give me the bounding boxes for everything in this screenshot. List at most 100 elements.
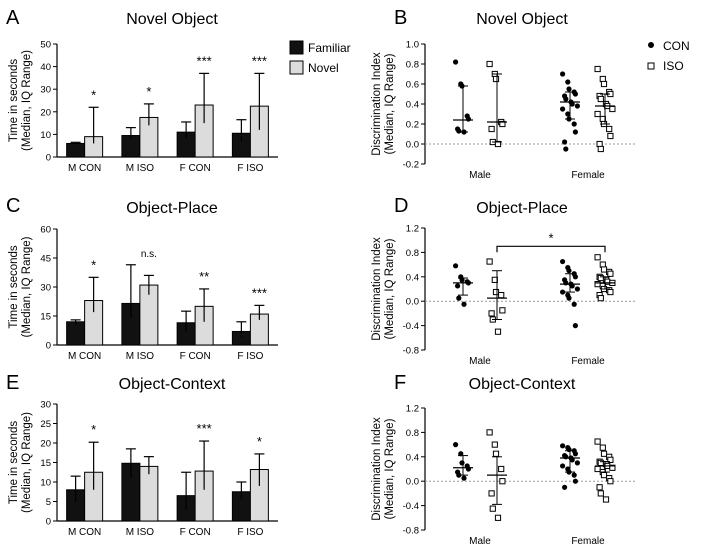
- data-point-iso: [488, 125, 495, 133]
- y-tick-label: 0.0: [406, 140, 419, 151]
- y-tick-label: 0.0: [406, 477, 419, 488]
- data-point-con: [560, 71, 566, 77]
- data-point-con: [459, 460, 465, 466]
- data-point-iso: [599, 75, 606, 83]
- data-point-iso: [486, 429, 493, 436]
- y-tick-label: 0.8: [406, 428, 419, 439]
- data-point-iso: [498, 465, 505, 473]
- data-point-con: [572, 129, 579, 135]
- data-point-iso: [486, 258, 493, 265]
- data-point-con: [461, 475, 467, 481]
- y-axis-label: (Median, IQ Range): [21, 50, 33, 151]
- data-point-con: [453, 442, 459, 448]
- data-point-con: [560, 443, 566, 449]
- data-point-con: [572, 323, 579, 329]
- y-tick-label: 20: [40, 107, 51, 118]
- data-point-con: [571, 121, 577, 127]
- data-point-con: [560, 258, 566, 265]
- panel-title: Object-Place: [126, 200, 218, 217]
- panel-title: Novel Object: [476, 11, 568, 28]
- panel-label: D: [394, 195, 408, 217]
- y-tick-label: 20: [40, 439, 51, 450]
- x-group-label: Female: [571, 536, 605, 547]
- significance-marker: *: [548, 230, 553, 245]
- data-point-iso: [607, 456, 614, 463]
- legend-label-iso: ISO: [663, 59, 684, 73]
- significance-marker: *: [146, 84, 151, 99]
- panel-title: Novel Object: [126, 11, 218, 28]
- data-point-con: [574, 286, 581, 292]
- data-point-iso: [607, 132, 614, 140]
- data-point-con: [565, 79, 571, 85]
- y-tick-label: 10: [40, 130, 51, 141]
- significance-marker: ***: [197, 421, 212, 436]
- data-point-iso: [597, 274, 604, 282]
- y-tick-label: 1.0: [406, 40, 419, 51]
- data-point-con: [458, 451, 464, 457]
- data-point-iso: [594, 65, 601, 73]
- significance-bracket: [496, 245, 606, 253]
- data-point-iso: [492, 288, 500, 296]
- y-tick-label: 0.6: [406, 80, 419, 91]
- data-point-con: [563, 146, 569, 152]
- x-group-label: Female: [571, 356, 605, 367]
- data-point-iso: [486, 60, 493, 68]
- legend-label-novel: Novel: [308, 61, 339, 75]
- y-tick-label: -0.2: [403, 160, 419, 171]
- data-point-con: [566, 268, 572, 274]
- y-tick-label: -0.4: [403, 501, 419, 512]
- data-point-iso: [597, 459, 604, 466]
- data-point-iso: [602, 496, 610, 503]
- y-tick-label: 10: [40, 478, 51, 489]
- x-tick-label: M ISO: [126, 527, 155, 538]
- x-tick-label: M ISO: [126, 163, 155, 174]
- x-tick-label: F CON: [180, 527, 211, 538]
- data-point-con: [560, 463, 566, 469]
- x-group-label: Male: [469, 536, 491, 547]
- panel-label: C: [6, 195, 20, 217]
- data-point-con: [566, 86, 572, 92]
- y-tick-label: 15: [40, 312, 51, 323]
- data-point-con: [569, 101, 575, 107]
- data-point-con: [572, 274, 579, 280]
- data-point-iso: [609, 464, 616, 471]
- data-point-iso: [594, 465, 601, 473]
- significance-marker: ***: [252, 53, 267, 68]
- y-tick-label: 50: [40, 40, 51, 51]
- data-point-iso: [607, 478, 614, 485]
- data-point-iso: [597, 95, 604, 103]
- y-tick-label: 60: [40, 225, 51, 236]
- data-point-iso: [597, 490, 604, 497]
- data-point-iso: [597, 145, 604, 153]
- y-tick-label: 0.0: [406, 297, 419, 308]
- data-point-con: [566, 446, 572, 453]
- y-tick-label: 0: [46, 153, 51, 164]
- legend-swatch-familiar: [289, 40, 304, 55]
- y-axis-label: (Median, IQ Range): [384, 238, 396, 339]
- x-group-label: Female: [571, 170, 605, 181]
- data-point-con: [572, 478, 579, 484]
- data-point-con: [456, 295, 462, 301]
- data-point-iso: [599, 444, 606, 451]
- y-tick-label: -0.8: [403, 346, 419, 357]
- y-tick-label: 25: [40, 419, 51, 430]
- data-point-con: [560, 289, 566, 295]
- data-point-iso: [600, 472, 608, 479]
- data-point-iso: [596, 484, 603, 491]
- significance-marker: *: [91, 257, 96, 272]
- data-point-iso: [607, 270, 614, 277]
- legend-label-con: CON: [663, 39, 690, 53]
- y-axis-label: Time in seconds: [8, 245, 20, 329]
- data-point-con: [461, 301, 467, 307]
- y-axis-label: Time in seconds: [8, 59, 20, 143]
- data-point-con: [566, 295, 572, 301]
- data-point-con: [465, 116, 471, 122]
- panel-label: B: [394, 7, 407, 29]
- y-axis-label: Discrimination Index: [371, 237, 383, 341]
- y-tick-label: 45: [40, 254, 51, 265]
- significance-marker: **: [199, 269, 209, 284]
- y-axis-label: (Median, IQ Range): [384, 53, 396, 154]
- x-tick-label: F CON: [180, 163, 211, 174]
- x-tick-label: M CON: [68, 163, 101, 174]
